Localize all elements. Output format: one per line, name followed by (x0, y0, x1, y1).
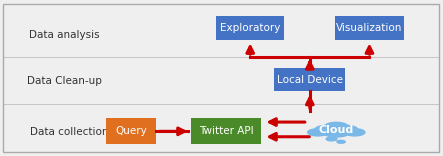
FancyBboxPatch shape (335, 16, 404, 40)
FancyBboxPatch shape (190, 118, 261, 144)
Circle shape (323, 128, 350, 137)
FancyBboxPatch shape (105, 118, 156, 144)
Circle shape (308, 129, 328, 136)
Circle shape (333, 125, 358, 134)
Circle shape (325, 122, 348, 130)
Text: Visualization: Visualization (336, 23, 403, 33)
Text: Data collection: Data collection (30, 127, 109, 137)
Text: Exploratory: Exploratory (220, 23, 280, 33)
FancyBboxPatch shape (275, 68, 345, 91)
Circle shape (345, 129, 365, 136)
Text: Query: Query (115, 126, 147, 136)
FancyBboxPatch shape (216, 16, 284, 40)
Text: Data analysis: Data analysis (29, 30, 100, 40)
Circle shape (337, 140, 345, 143)
Text: Twitter API: Twitter API (198, 126, 253, 136)
Circle shape (326, 137, 337, 141)
Text: Cloud: Cloud (319, 125, 354, 135)
Circle shape (315, 125, 340, 134)
Text: Data Clean-up: Data Clean-up (27, 76, 102, 86)
Text: Local Device: Local Device (277, 75, 343, 85)
